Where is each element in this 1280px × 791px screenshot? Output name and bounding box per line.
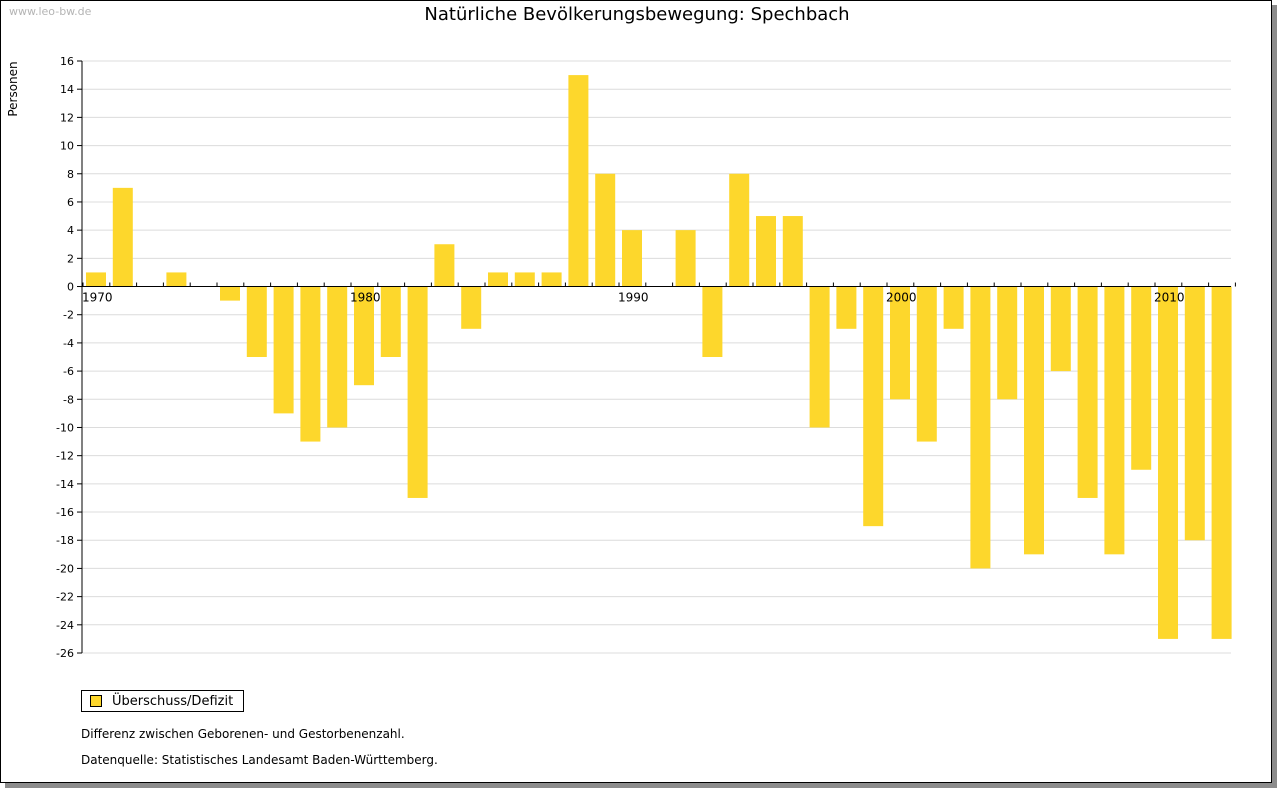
bar-1970 bbox=[86, 272, 106, 287]
bar-1994 bbox=[729, 173, 750, 287]
bar-2010 bbox=[1158, 286, 1178, 639]
bar-1989 bbox=[595, 173, 616, 287]
y-tick-label: 4 bbox=[67, 224, 74, 237]
bar-2004 bbox=[997, 286, 1018, 400]
x-tick-label-1980: 1980 bbox=[350, 291, 381, 305]
bar-1978 bbox=[300, 286, 321, 442]
bar-1992 bbox=[675, 230, 696, 287]
note-difference: Differenz zwischen Geborenen- und Gestor… bbox=[81, 727, 405, 741]
y-tick-label: -8 bbox=[63, 393, 74, 406]
x-tick-label-2010: 2010 bbox=[1154, 291, 1185, 305]
y-tick-label: -24 bbox=[56, 619, 74, 632]
y-tick-label: -4 bbox=[63, 337, 74, 350]
y-tick-label: -14 bbox=[56, 478, 74, 491]
bar-1980 bbox=[354, 286, 374, 386]
note-source: Datenquelle: Statistisches Landesamt Bad… bbox=[81, 753, 438, 767]
bar-1973 bbox=[166, 272, 187, 287]
y-tick-label: 14 bbox=[60, 83, 74, 96]
legend-swatch bbox=[90, 695, 102, 707]
y-tick-label: 6 bbox=[67, 196, 74, 209]
bar-2009 bbox=[1131, 286, 1152, 470]
y-tick-label: -10 bbox=[56, 421, 74, 434]
bar-2006 bbox=[1050, 286, 1071, 372]
y-tick-label: -18 bbox=[56, 534, 74, 547]
x-tick-label-2000: 2000 bbox=[886, 291, 917, 305]
bar-1995 bbox=[756, 216, 776, 287]
bars bbox=[86, 75, 1232, 639]
bar-1993 bbox=[702, 286, 723, 357]
bar-1997 bbox=[809, 286, 830, 428]
y-tick-label: 2 bbox=[67, 252, 74, 265]
x-tick-label-1970: 1970 bbox=[82, 291, 113, 305]
y-tick-label: 0 bbox=[67, 281, 74, 294]
bar-1975 bbox=[220, 286, 240, 301]
x-tick-label-1990: 1990 bbox=[618, 291, 649, 305]
bar-2008 bbox=[1104, 286, 1125, 555]
bar-1976 bbox=[246, 286, 267, 357]
bar-2007 bbox=[1077, 286, 1098, 498]
bar-2011 bbox=[1184, 286, 1205, 541]
y-tick-label: 16 bbox=[60, 55, 74, 68]
bar-1987 bbox=[541, 272, 562, 287]
bar-2000 bbox=[890, 286, 910, 400]
legend-label: Überschuss/Defizit bbox=[112, 693, 234, 709]
bar-2012 bbox=[1211, 286, 1232, 639]
bar-1977 bbox=[273, 286, 294, 414]
y-tick-label: -6 bbox=[63, 365, 74, 378]
y-tick-label: 8 bbox=[67, 168, 74, 181]
bar-2002 bbox=[943, 286, 964, 329]
y-tick-label: -16 bbox=[56, 506, 74, 519]
bar-1971 bbox=[112, 187, 133, 287]
legend: Überschuss/Defizit bbox=[81, 690, 245, 712]
bar-1984 bbox=[461, 286, 482, 329]
axes: -26-24-22-20-18-16-14-12-10-8-6-4-202468… bbox=[56, 55, 1236, 660]
bar-1982 bbox=[407, 286, 428, 498]
y-tick-label: 12 bbox=[60, 111, 74, 124]
bar-1981 bbox=[380, 286, 401, 357]
bar-1985 bbox=[488, 272, 508, 287]
bar-2003 bbox=[970, 286, 991, 569]
y-axis-label: Personen bbox=[6, 61, 20, 116]
watermark: www.leo-bw.de bbox=[9, 5, 92, 18]
y-tick-label: -20 bbox=[56, 562, 74, 575]
bar-2001 bbox=[916, 286, 937, 442]
bar-1986 bbox=[514, 272, 535, 287]
bar-1979 bbox=[327, 286, 348, 428]
chart-title: Natürliche Bevölkerungsbewegung: Spechba… bbox=[424, 4, 850, 25]
y-tick-label: -26 bbox=[56, 647, 74, 660]
y-tick-label: 10 bbox=[60, 140, 74, 153]
y-tick-label: -22 bbox=[56, 591, 74, 604]
bar-1998 bbox=[836, 286, 857, 329]
bar-1983 bbox=[434, 244, 455, 287]
bar-2005 bbox=[1024, 286, 1044, 555]
bar-1999 bbox=[863, 286, 884, 527]
bar-1988 bbox=[568, 75, 589, 287]
y-tick-label: -12 bbox=[56, 450, 74, 463]
y-tick-label: -2 bbox=[63, 309, 74, 322]
bar-1990 bbox=[622, 230, 642, 287]
bar-1996 bbox=[782, 216, 803, 287]
